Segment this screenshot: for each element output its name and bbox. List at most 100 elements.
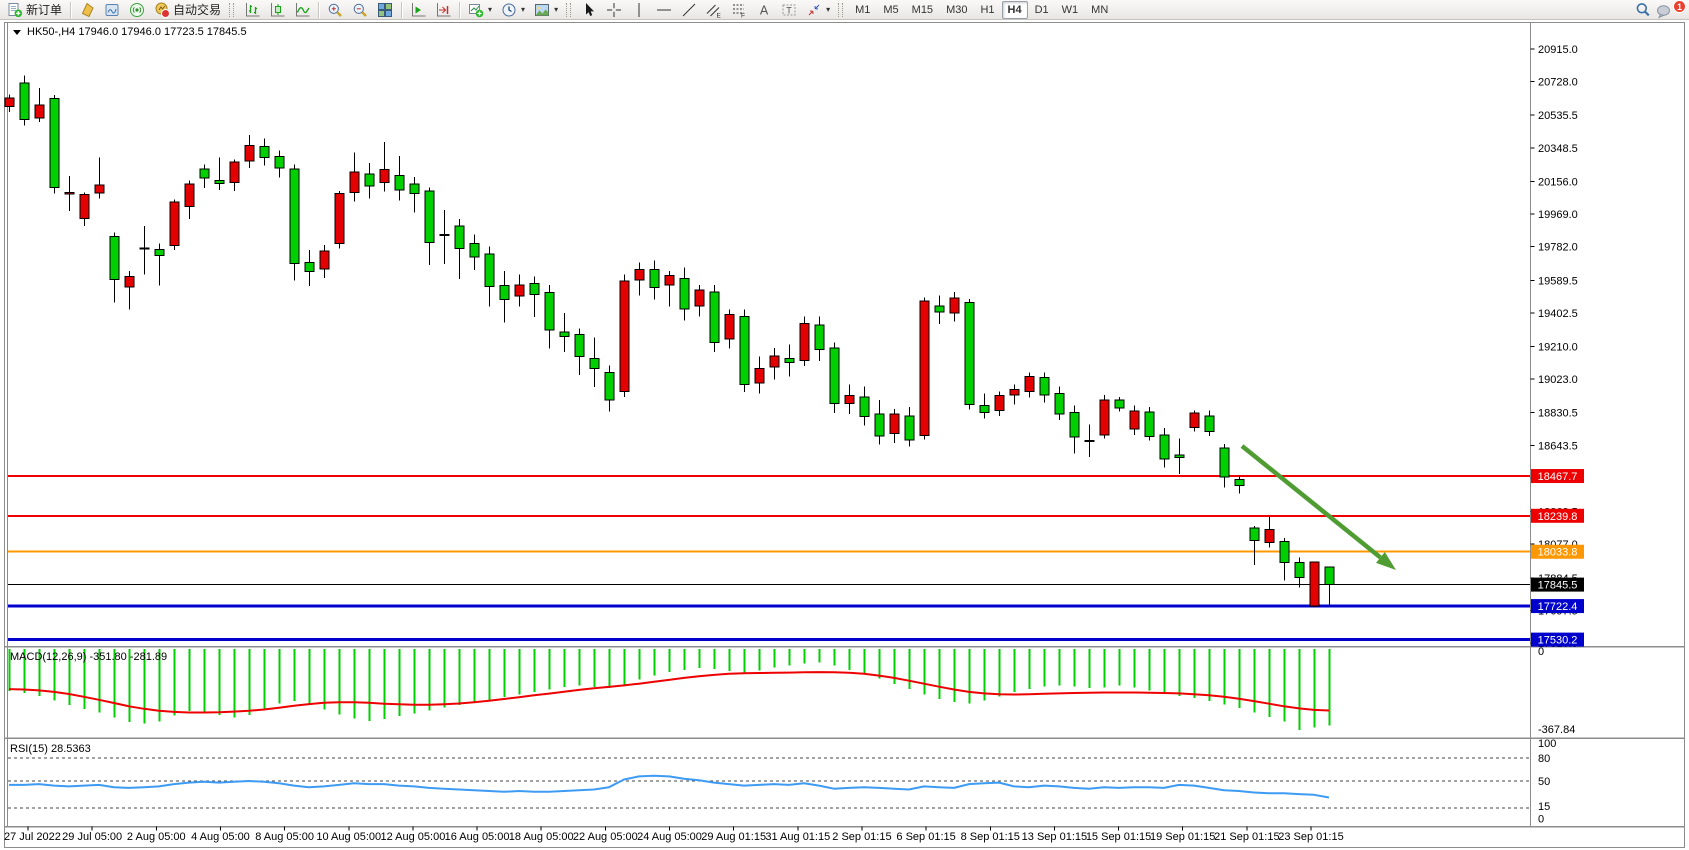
- shapes-icon: [808, 4, 820, 15]
- zoom-in-icon: [328, 3, 342, 17]
- vertical-line-button[interactable]: [627, 0, 651, 20]
- fibonacci-button[interactable]: F: [727, 0, 751, 20]
- macd-panel: 0 -367.84: [8, 646, 1575, 736]
- chart-window: 20915.0 20728.0 20535.5 20348.5 20156.0 19969…: [0, 20, 1689, 850]
- text-button[interactable]: A: [752, 0, 776, 20]
- svg-text:100: 100: [1538, 738, 1556, 750]
- candlestick-button[interactable]: [265, 0, 289, 20]
- candle: [979, 404, 990, 413]
- auto-scroll-icon: [412, 2, 426, 16]
- channel-button[interactable]: E: [702, 0, 726, 20]
- dropdown-caret-icon[interactable]: ▾: [826, 5, 831, 14]
- candle: [829, 347, 840, 405]
- crosshair-button[interactable]: [602, 0, 626, 20]
- signal-button[interactable]: [125, 0, 149, 20]
- price-badges: 18467.7 18239.8 18033.8 17845.5 17722.4 17530…: [1531, 469, 1584, 647]
- candle: [709, 291, 720, 343]
- chart-dropdown-icon[interactable]: [13, 29, 21, 35]
- candles: [4, 75, 1335, 608]
- svg-text:22 Aug 05:00: 22 Aug 05:00: [573, 831, 638, 843]
- autotrading-button-label: 自动交易: [173, 3, 222, 17]
- svg-text:A: A: [760, 3, 769, 17]
- candle: [574, 333, 585, 357]
- bar-chart-button[interactable]: [240, 0, 264, 20]
- svg-text:19402.5: 19402.5: [1538, 308, 1578, 320]
- trend-arrow[interactable]: [1240, 444, 1396, 570]
- line-chart-button[interactable]: [290, 0, 314, 20]
- price-axis[interactable]: 20915.0 20728.0 20535.5 20348.5 20156.0 19969…: [1530, 44, 1578, 650]
- timeframe-m15-button[interactable]: M15: [911, 3, 934, 16]
- chart-frame: [4, 22, 1685, 848]
- candle: [244, 144, 255, 162]
- svg-text:24 Aug 05:00: 24 Aug 05:00: [637, 831, 702, 843]
- svg-text:8 Sep 01:15: 8 Sep 01:15: [961, 831, 1020, 843]
- indicators-button[interactable]: ▾: [464, 0, 496, 20]
- symbols-button[interactable]: [75, 0, 99, 20]
- svg-text:17722.4: 17722.4: [1538, 601, 1578, 613]
- zoom-out-button[interactable]: [348, 0, 372, 20]
- candle: [79, 193, 90, 219]
- cursor-button[interactable]: [577, 0, 601, 20]
- candle: [64, 192, 75, 195]
- candle: [1309, 561, 1320, 607]
- toolbar-grip[interactable]: [838, 2, 844, 17]
- svg-text:50: 50: [1538, 776, 1550, 788]
- date-axis[interactable]: 27 Jul 2022 29 Jul 05:00 2 Aug 05:00 4 Aug …: [4, 826, 1344, 844]
- svg-text:-367.84: -367.84: [1538, 724, 1575, 736]
- dropdown-caret-icon[interactable]: ▾: [521, 5, 526, 14]
- chart-canvas[interactable]: 20915.0 20728.0 20535.5 20348.5 20156.0 19969…: [0, 20, 1689, 850]
- timeframe-d1-button[interactable]: D1: [1034, 3, 1049, 16]
- timeframe-h4-button[interactable]: H4: [1001, 0, 1028, 19]
- candle: [379, 169, 390, 183]
- candle: [1009, 389, 1020, 396]
- svg-text:27 Jul 2022: 27 Jul 2022: [4, 831, 61, 843]
- zoom-in-button[interactable]: [323, 0, 347, 20]
- templates-button[interactable]: ▾: [530, 0, 562, 20]
- search-button[interactable]: [1631, 0, 1655, 20]
- svg-text:20348.5: 20348.5: [1538, 143, 1578, 155]
- timeframe-m30-button[interactable]: M30: [946, 3, 968, 16]
- candle: [769, 355, 780, 368]
- timeframe-m1-button[interactable]: M1: [855, 3, 871, 16]
- price-badge-18033.8: [1531, 544, 1584, 559]
- candle: [274, 155, 285, 169]
- signal-icon: [130, 2, 145, 17]
- candle: [994, 395, 1005, 412]
- search-icon: [1636, 2, 1650, 16]
- autotrading-button[interactable]: 自动交易: [150, 0, 225, 20]
- svg-text:20915.0: 20915.0: [1538, 44, 1578, 56]
- candle: [784, 357, 795, 364]
- candle: [559, 331, 570, 337]
- candle: [1054, 392, 1065, 415]
- notifications-button[interactable]: 1: [1656, 0, 1686, 20]
- horizontal-line-button[interactable]: [652, 0, 676, 20]
- dropdown-caret-icon[interactable]: ▾: [554, 5, 559, 14]
- timeframe-m5-button[interactable]: M5: [883, 3, 899, 16]
- svg-text:12 Aug 05:00: 12 Aug 05:00: [380, 831, 445, 843]
- bar-chart-icon: [246, 2, 260, 16]
- toolbar-grip[interactable]: [566, 2, 572, 17]
- new-order-button[interactable]: 新订单: [3, 0, 66, 20]
- candle: [514, 284, 525, 297]
- candle: [1174, 454, 1185, 459]
- candle: [1189, 412, 1200, 428]
- timeframe-mn-button[interactable]: MN: [1091, 3, 1109, 16]
- period-icon: [502, 3, 516, 16]
- horizontal-lines[interactable]: [8, 475, 1530, 642]
- market-watch-button[interactable]: [100, 0, 124, 20]
- tile-windows-icon: [378, 2, 393, 17]
- candle: [409, 183, 420, 195]
- candle: [859, 396, 870, 418]
- label-button[interactable]: T: [777, 0, 801, 20]
- toolbar-grip[interactable]: [229, 2, 235, 17]
- auto-scroll-button[interactable]: [406, 0, 430, 20]
- timeframe-h1-button[interactable]: H1: [980, 3, 995, 16]
- trendline-button[interactable]: [677, 0, 701, 20]
- candle: [319, 250, 330, 270]
- tile-windows-button[interactable]: [373, 0, 397, 20]
- timeframe-w1-button[interactable]: W1: [1061, 3, 1079, 16]
- shapes-button[interactable]: ▾: [802, 0, 834, 20]
- chart-shift-button[interactable]: [431, 0, 455, 20]
- periods-button[interactable]: ▾: [497, 0, 529, 20]
- dropdown-caret-icon[interactable]: ▾: [488, 5, 493, 14]
